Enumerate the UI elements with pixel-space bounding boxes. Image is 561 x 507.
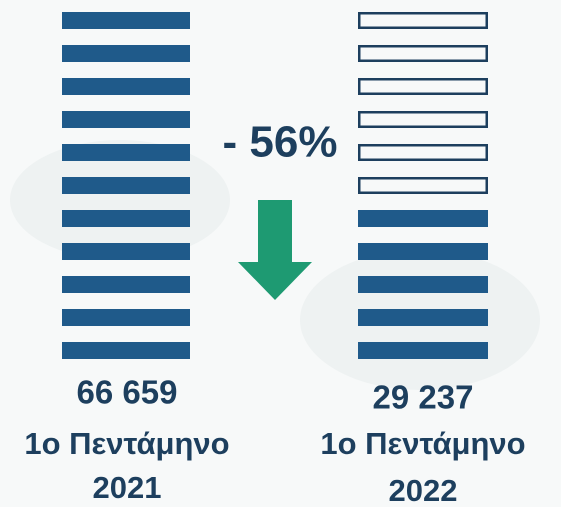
unit-icon (358, 210, 488, 227)
unit-icon (62, 144, 190, 161)
unit-icon (62, 276, 190, 293)
unit-icon (358, 243, 488, 260)
unit-icon (358, 309, 488, 326)
value-label: 66 659 (77, 374, 178, 411)
unit-icon (62, 309, 190, 326)
value-label: 29 237 (373, 379, 474, 416)
unit-icon (62, 177, 190, 194)
empty-unit-icon (358, 111, 488, 128)
change-label: - 56% (223, 118, 338, 167)
unit-icon (62, 78, 190, 95)
unit-icon (62, 243, 190, 260)
empty-unit-icon (358, 12, 488, 29)
unit-icon (358, 276, 488, 293)
year-label: 2021 (93, 470, 162, 505)
unit-icon (62, 111, 190, 128)
period-label: 1ο Πεντάμηνο (24, 426, 229, 461)
unit-icon (62, 45, 190, 62)
unit-icon (62, 12, 190, 29)
empty-unit-icon (358, 177, 488, 194)
unit-icon (62, 210, 190, 227)
unit-icon (358, 342, 488, 359)
map-texture (10, 140, 230, 260)
period-label: 1ο Πεντάμηνο (320, 426, 525, 461)
year-label: 2022 (389, 473, 458, 507)
empty-unit-icon (358, 45, 488, 62)
down-arrow (238, 200, 312, 300)
empty-unit-icon (358, 144, 488, 161)
empty-unit-icon (358, 78, 488, 95)
unit-icon (62, 342, 190, 359)
